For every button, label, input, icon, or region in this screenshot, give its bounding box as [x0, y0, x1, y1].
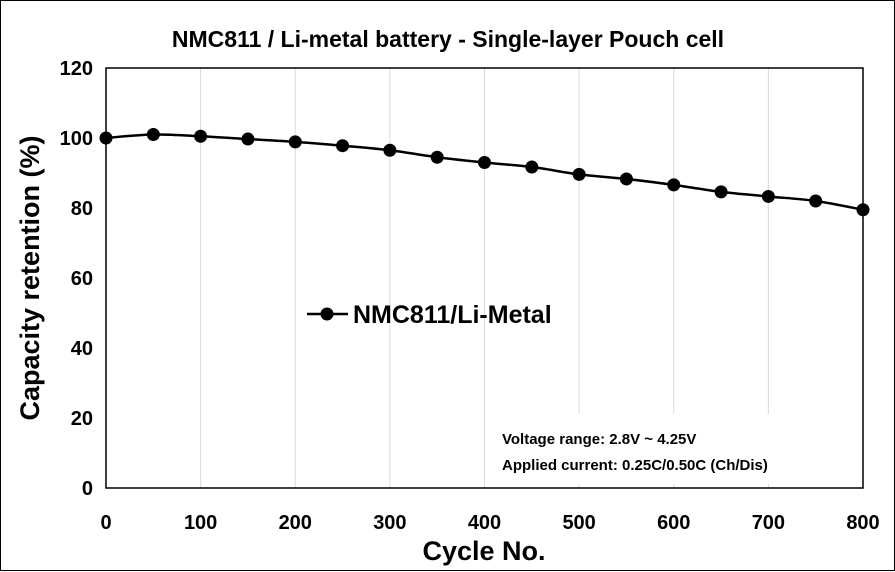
- plot-area: [105, 67, 864, 489]
- annotation-current: Applied current: 0.25C/0.50C (Ch/Dis): [502, 457, 768, 474]
- y-tick-label: 40: [71, 338, 93, 360]
- x-tick-labels: 0 100 200 300 400 500 600 700 800: [100, 512, 879, 534]
- legend-marker: [320, 307, 334, 321]
- data-point: [619, 172, 633, 186]
- x-tick-label: 200: [279, 512, 312, 534]
- data-point: [572, 167, 586, 181]
- x-tick-label: 700: [752, 512, 785, 534]
- y-tick-label: 80: [71, 198, 93, 220]
- data-point: [430, 150, 444, 164]
- x-tick-label: 500: [562, 512, 595, 534]
- data-point: [241, 132, 255, 146]
- chart-title: NMC811 / Li-metal battery - Single-layer…: [172, 26, 724, 52]
- data-point: [288, 135, 302, 149]
- data-point: [525, 160, 539, 174]
- x-tick-label: 100: [184, 512, 217, 534]
- data-point: [146, 128, 160, 141]
- data-point: [667, 178, 681, 192]
- x-tick-label: 800: [846, 512, 879, 534]
- x-tick-label: 300: [373, 512, 406, 534]
- annotation-box: Voltage range: 2.8V ~ 4.25V Applied curr…: [487, 414, 859, 484]
- x-tick-label: 0: [100, 512, 111, 534]
- data-point: [809, 194, 823, 208]
- legend: NMC811/Li-Metal: [307, 301, 552, 329]
- data-point: [714, 185, 728, 199]
- data-point: [383, 143, 397, 157]
- data-point: [478, 156, 491, 169]
- y-tick-label: 100: [60, 128, 93, 150]
- y-axis-label: Capacity retention (%): [15, 135, 45, 420]
- y-tick-label: 60: [71, 268, 93, 290]
- y-tick-label: 20: [71, 408, 93, 430]
- legend-label: NMC811/Li-Metal: [353, 301, 552, 329]
- series-group: [99, 128, 870, 217]
- annotation-background: [487, 414, 859, 484]
- data-point: [856, 203, 870, 217]
- data-point: [194, 129, 208, 143]
- x-tick-label: 400: [468, 512, 501, 534]
- y-tick-labels: 0 20 40 60 80 100 120: [60, 58, 93, 500]
- data-point: [336, 139, 350, 153]
- x-tick-label: 600: [657, 512, 690, 534]
- data-point: [761, 189, 775, 203]
- y-tick-label: 0: [82, 478, 93, 500]
- x-axis-label: Cycle No.: [422, 536, 545, 566]
- annotation-voltage: Voltage range: 2.8V ~ 4.25V: [502, 431, 696, 448]
- data-point: [99, 131, 113, 145]
- y-tick-label: 120: [60, 58, 93, 80]
